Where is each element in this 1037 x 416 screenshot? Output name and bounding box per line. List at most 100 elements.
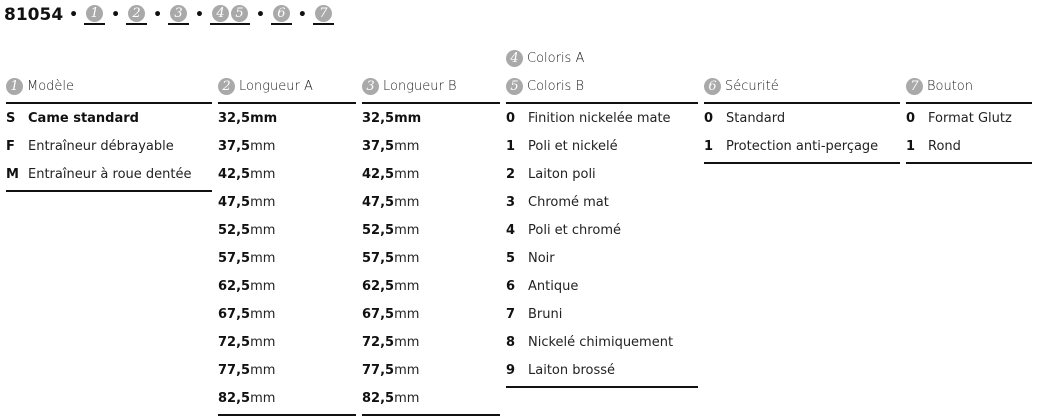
- separator-dot: •: [255, 7, 265, 23]
- bottom-rule: [6, 190, 212, 192]
- option-code: 2: [506, 166, 516, 182]
- length-unit: mm: [250, 138, 276, 154]
- table-row: 77,5 mm: [362, 356, 419, 384]
- column-header: 5 Coloris B: [506, 78, 584, 95]
- length-value: 72,5: [362, 334, 395, 350]
- option-label: Poli et nickelé: [528, 138, 618, 154]
- table-row: 42,5 mm: [218, 160, 275, 188]
- option-code: 6: [506, 278, 516, 294]
- option-code: 8: [506, 334, 516, 350]
- table-row: 6 Antique: [506, 272, 578, 300]
- option-code: 9: [506, 362, 516, 378]
- table-row: 3 Chromé mat: [506, 188, 609, 216]
- separator-dot: •: [153, 7, 163, 23]
- option-code: M: [6, 166, 19, 182]
- length-unit: mm: [394, 306, 420, 322]
- option-code: 0: [906, 110, 916, 126]
- column-3: 3 Longueur B 32,5 mm 37,5 mm 42,5 mm 47,5 mm 52,5 m…: [362, 0, 500, 416]
- option-slot-blank: 3: [168, 5, 190, 25]
- table-row: 1 Poli et nickelé: [506, 132, 618, 160]
- column-6: 7 Bouton 0 Format Glutz 1 Rond: [906, 0, 1032, 415]
- option-label: Rond: [928, 138, 961, 154]
- header-rule: [362, 102, 500, 104]
- length-value: 47,5: [362, 194, 395, 210]
- option-code: 0: [704, 110, 714, 126]
- table-row: 57,5 mm: [218, 244, 275, 272]
- option-label: Poli et chromé: [528, 222, 621, 238]
- table-row: 42,5 mm: [362, 160, 419, 188]
- option-slot-blank: 6: [270, 5, 292, 25]
- option-label: Entraîneur à roue dentée: [28, 166, 192, 182]
- length-unit: mm: [250, 362, 276, 378]
- separator-dot: •: [195, 7, 204, 23]
- length-value: 42,5: [362, 166, 395, 182]
- length-unit: mm: [250, 390, 276, 406]
- length-value: 57,5: [218, 250, 251, 266]
- length-value: 67,5: [218, 306, 251, 322]
- table-row: 0 Format Glutz: [906, 104, 1012, 132]
- length-unit: mm: [250, 334, 276, 350]
- length-value: 72,5: [218, 334, 251, 350]
- header-label: Coloris B: [527, 79, 584, 94]
- header-label: Modèle: [27, 79, 75, 94]
- length-value: 47,5: [218, 194, 251, 210]
- length-value: 62,5: [218, 278, 251, 294]
- option-code: 4: [506, 222, 516, 238]
- length-value: 52,5: [362, 222, 395, 238]
- header-label: Coloris A: [527, 51, 585, 66]
- number-badge: 5: [506, 78, 523, 95]
- length-value: 77,5: [218, 362, 251, 378]
- table-row: 67,5 mm: [362, 300, 419, 328]
- length-unit: mm: [250, 278, 276, 294]
- table-row: F Entraîneur débrayable: [6, 132, 174, 160]
- length-unit: mm: [250, 166, 276, 182]
- separator-dot: •: [297, 7, 307, 23]
- table-row: 4 Poli et chromé: [506, 216, 621, 244]
- length-unit: mm: [394, 222, 420, 238]
- option-code: 7: [506, 306, 516, 322]
- length-unit: mm: [250, 194, 276, 210]
- option-code: 1: [704, 138, 714, 154]
- length-unit: mm: [394, 250, 420, 266]
- option-code: 1: [506, 138, 516, 154]
- separator-dot: •: [69, 7, 79, 23]
- option-label: Antique: [528, 278, 579, 294]
- header-rule: [6, 102, 212, 104]
- option-label: Format Glutz: [928, 110, 1012, 126]
- table-row: 1 Protection anti-perçage: [704, 132, 878, 160]
- option-slot-blank: 2: [126, 5, 148, 25]
- table-row: 32,5 mm: [218, 104, 277, 132]
- number-badge: 1: [86, 5, 104, 22]
- option-code: F: [6, 138, 15, 154]
- table-row: 32,5 mm: [362, 104, 421, 132]
- header-label: Sécurité: [725, 79, 779, 94]
- table-row: 2 Laiton poli: [506, 160, 596, 188]
- number-badge: 6: [704, 78, 721, 95]
- header-rule: [218, 102, 356, 104]
- table-row: 7 Bruni: [506, 300, 562, 328]
- column-2: 2 Longueur A 32,5 mm 37,5 mm 42,5 mm 47,5 mm 52,5 m…: [218, 0, 356, 416]
- option-slot-blank: 7: [312, 5, 334, 25]
- column-header: 7 Bouton: [906, 78, 973, 95]
- column-5: 6 Sécurité 0 Standard 1 Protection anti-perça…: [704, 0, 900, 415]
- table-row: 77,5 mm: [218, 356, 275, 384]
- length-value: 32,5: [218, 110, 251, 126]
- table-row: 52,5 mm: [218, 216, 275, 244]
- option-label: Came standard: [28, 110, 139, 126]
- option-label: Standard: [726, 110, 786, 126]
- option-code: 1: [906, 138, 916, 154]
- length-unit: mm: [394, 166, 420, 182]
- number-badge: 3: [170, 5, 188, 22]
- number-badge: 7: [314, 5, 332, 22]
- number-badge: 5: [230, 5, 248, 22]
- length-unit: mm: [394, 334, 420, 350]
- length-unit: mm: [250, 250, 276, 266]
- article-code: 81054: [4, 5, 64, 25]
- table-row: 37,5 mm: [362, 132, 419, 160]
- option-label: Nickelé chimiquement: [528, 334, 674, 350]
- article-code-title: 81054 • 1 • 2 • 3 • 4 5 • 6 • 7: [4, 5, 334, 25]
- table-row: S Came standard: [6, 104, 139, 132]
- header-rule: [704, 102, 900, 104]
- option-label: Laiton poli: [528, 166, 596, 182]
